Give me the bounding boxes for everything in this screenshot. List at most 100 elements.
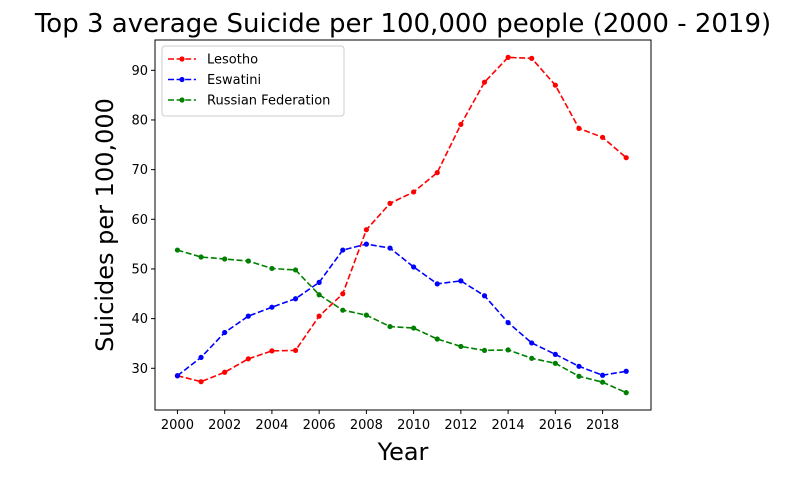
data-point-russian-federation bbox=[529, 355, 535, 361]
data-point-russian-federation bbox=[222, 256, 228, 262]
data-point-lesotho bbox=[623, 155, 629, 161]
data-point-eswatini bbox=[505, 319, 511, 326]
data-point-eswatini bbox=[340, 247, 346, 253]
data-point-russian-federation bbox=[434, 336, 440, 342]
y-tick-label: 80 bbox=[131, 113, 148, 128]
data-point-lesotho bbox=[552, 82, 558, 88]
y-tick-label: 50 bbox=[131, 262, 148, 277]
y-tick-label: 70 bbox=[131, 163, 148, 178]
data-point-lesotho bbox=[411, 189, 417, 195]
y-tick-label: 90 bbox=[131, 64, 148, 79]
data-point-lesotho bbox=[269, 348, 275, 354]
series-line-eswatini bbox=[176, 243, 627, 377]
legend-label: Eswatini bbox=[207, 73, 261, 88]
data-point-russian-federation bbox=[505, 347, 511, 353]
data-point-russian-federation bbox=[316, 292, 322, 298]
data-point-eswatini bbox=[599, 372, 606, 378]
data-point-eswatini bbox=[458, 278, 464, 284]
chart-title: Top 3 average Suicide per 100,000 people… bbox=[34, 9, 771, 39]
data-point-eswatini bbox=[198, 354, 204, 360]
x-tick-label: 2018 bbox=[586, 418, 619, 433]
data-point-russian-federation bbox=[292, 267, 299, 273]
data-point-eswatini bbox=[292, 296, 299, 302]
data-point-eswatini bbox=[434, 281, 440, 287]
data-point-russian-federation bbox=[269, 265, 275, 272]
legend-item-lesotho: Lesotho bbox=[168, 53, 258, 68]
x-tick-label: 2006 bbox=[303, 418, 336, 433]
legend-item-eswatini: Eswatini bbox=[168, 73, 261, 88]
x-tick-label: 2002 bbox=[208, 418, 241, 433]
data-point-eswatini bbox=[552, 351, 558, 357]
data-point-lesotho bbox=[505, 54, 511, 60]
data-point-lesotho bbox=[576, 125, 582, 132]
series-line-russian-federation bbox=[177, 249, 627, 394]
data-point-russian-federation bbox=[340, 307, 346, 313]
data-point-eswatini bbox=[174, 373, 181, 379]
x-axis-label: Year bbox=[377, 438, 429, 466]
legend-marker bbox=[179, 76, 185, 83]
plot-area bbox=[154, 39, 652, 411]
y-tick-label: 30 bbox=[131, 362, 148, 377]
data-point-russian-federation bbox=[458, 343, 464, 350]
legend-marker bbox=[179, 56, 185, 62]
data-point-russian-federation bbox=[245, 258, 251, 264]
legend-marker bbox=[179, 97, 185, 103]
x-tick-label: 2012 bbox=[444, 418, 477, 433]
data-point-lesotho bbox=[245, 356, 251, 362]
data-point-lesotho bbox=[387, 200, 393, 206]
y-tick-label: 60 bbox=[131, 213, 148, 228]
y-axis: 30 40 50 60 70 80 90 bbox=[131, 64, 155, 377]
data-point-russian-federation bbox=[481, 347, 488, 354]
x-tick-label: 2000 bbox=[161, 418, 194, 433]
y-tick-label: 40 bbox=[131, 312, 148, 327]
y-axis-label: Suicides per 100,000 bbox=[91, 98, 119, 352]
series-eswatini bbox=[174, 241, 629, 379]
data-point-russian-federation bbox=[198, 254, 204, 260]
data-point-russian-federation bbox=[387, 323, 393, 330]
data-point-eswatini bbox=[481, 293, 488, 299]
legend-box bbox=[161, 45, 345, 117]
x-tick-label: 2014 bbox=[492, 418, 525, 433]
data-point-eswatini bbox=[576, 363, 582, 369]
legend-label: Russian Federation bbox=[207, 94, 330, 109]
x-tick-label: 2010 bbox=[397, 418, 430, 433]
data-point-eswatini bbox=[363, 241, 369, 247]
series-layer bbox=[174, 54, 629, 396]
data-point-russian-federation bbox=[623, 390, 629, 396]
data-point-lesotho bbox=[222, 369, 228, 375]
data-point-lesotho bbox=[363, 227, 369, 233]
legend-label: Lesotho bbox=[207, 53, 258, 68]
data-point-lesotho bbox=[434, 170, 440, 176]
series-russian-federation bbox=[174, 247, 629, 396]
data-point-russian-federation bbox=[411, 325, 417, 331]
series-lesotho bbox=[174, 54, 629, 385]
data-point-lesotho bbox=[198, 379, 204, 385]
legend: Lesotho Eswatini Russian Federation bbox=[161, 45, 345, 117]
legend-item-russian-federation: Russian Federation bbox=[168, 94, 330, 109]
data-point-russian-federation bbox=[599, 379, 606, 385]
data-point-eswatini bbox=[411, 264, 417, 270]
data-point-russian-federation bbox=[174, 247, 181, 253]
data-point-lesotho bbox=[292, 347, 299, 354]
x-tick-label: 2016 bbox=[539, 418, 572, 433]
data-point-eswatini bbox=[529, 340, 535, 346]
plot-frame bbox=[154, 39, 652, 411]
data-point-lesotho bbox=[529, 55, 535, 61]
data-point-russian-federation bbox=[552, 360, 558, 366]
data-point-eswatini bbox=[222, 329, 228, 336]
data-point-russian-federation bbox=[576, 373, 582, 379]
data-point-lesotho bbox=[340, 291, 346, 297]
data-point-lesotho bbox=[599, 134, 606, 140]
data-point-eswatini bbox=[623, 368, 629, 374]
data-point-eswatini bbox=[387, 245, 393, 251]
data-point-eswatini bbox=[245, 313, 251, 319]
data-point-eswatini bbox=[269, 304, 275, 310]
data-point-lesotho bbox=[458, 121, 464, 128]
x-axis: 2000 2002 2004 2006 2008 2010 2012 2014 2016 2018 bbox=[161, 410, 619, 433]
x-tick-label: 2008 bbox=[350, 418, 383, 433]
data-point-lesotho bbox=[481, 79, 488, 85]
x-tick-label: 2004 bbox=[255, 418, 288, 433]
data-point-lesotho bbox=[316, 313, 322, 319]
series-line-lesotho bbox=[177, 56, 627, 383]
